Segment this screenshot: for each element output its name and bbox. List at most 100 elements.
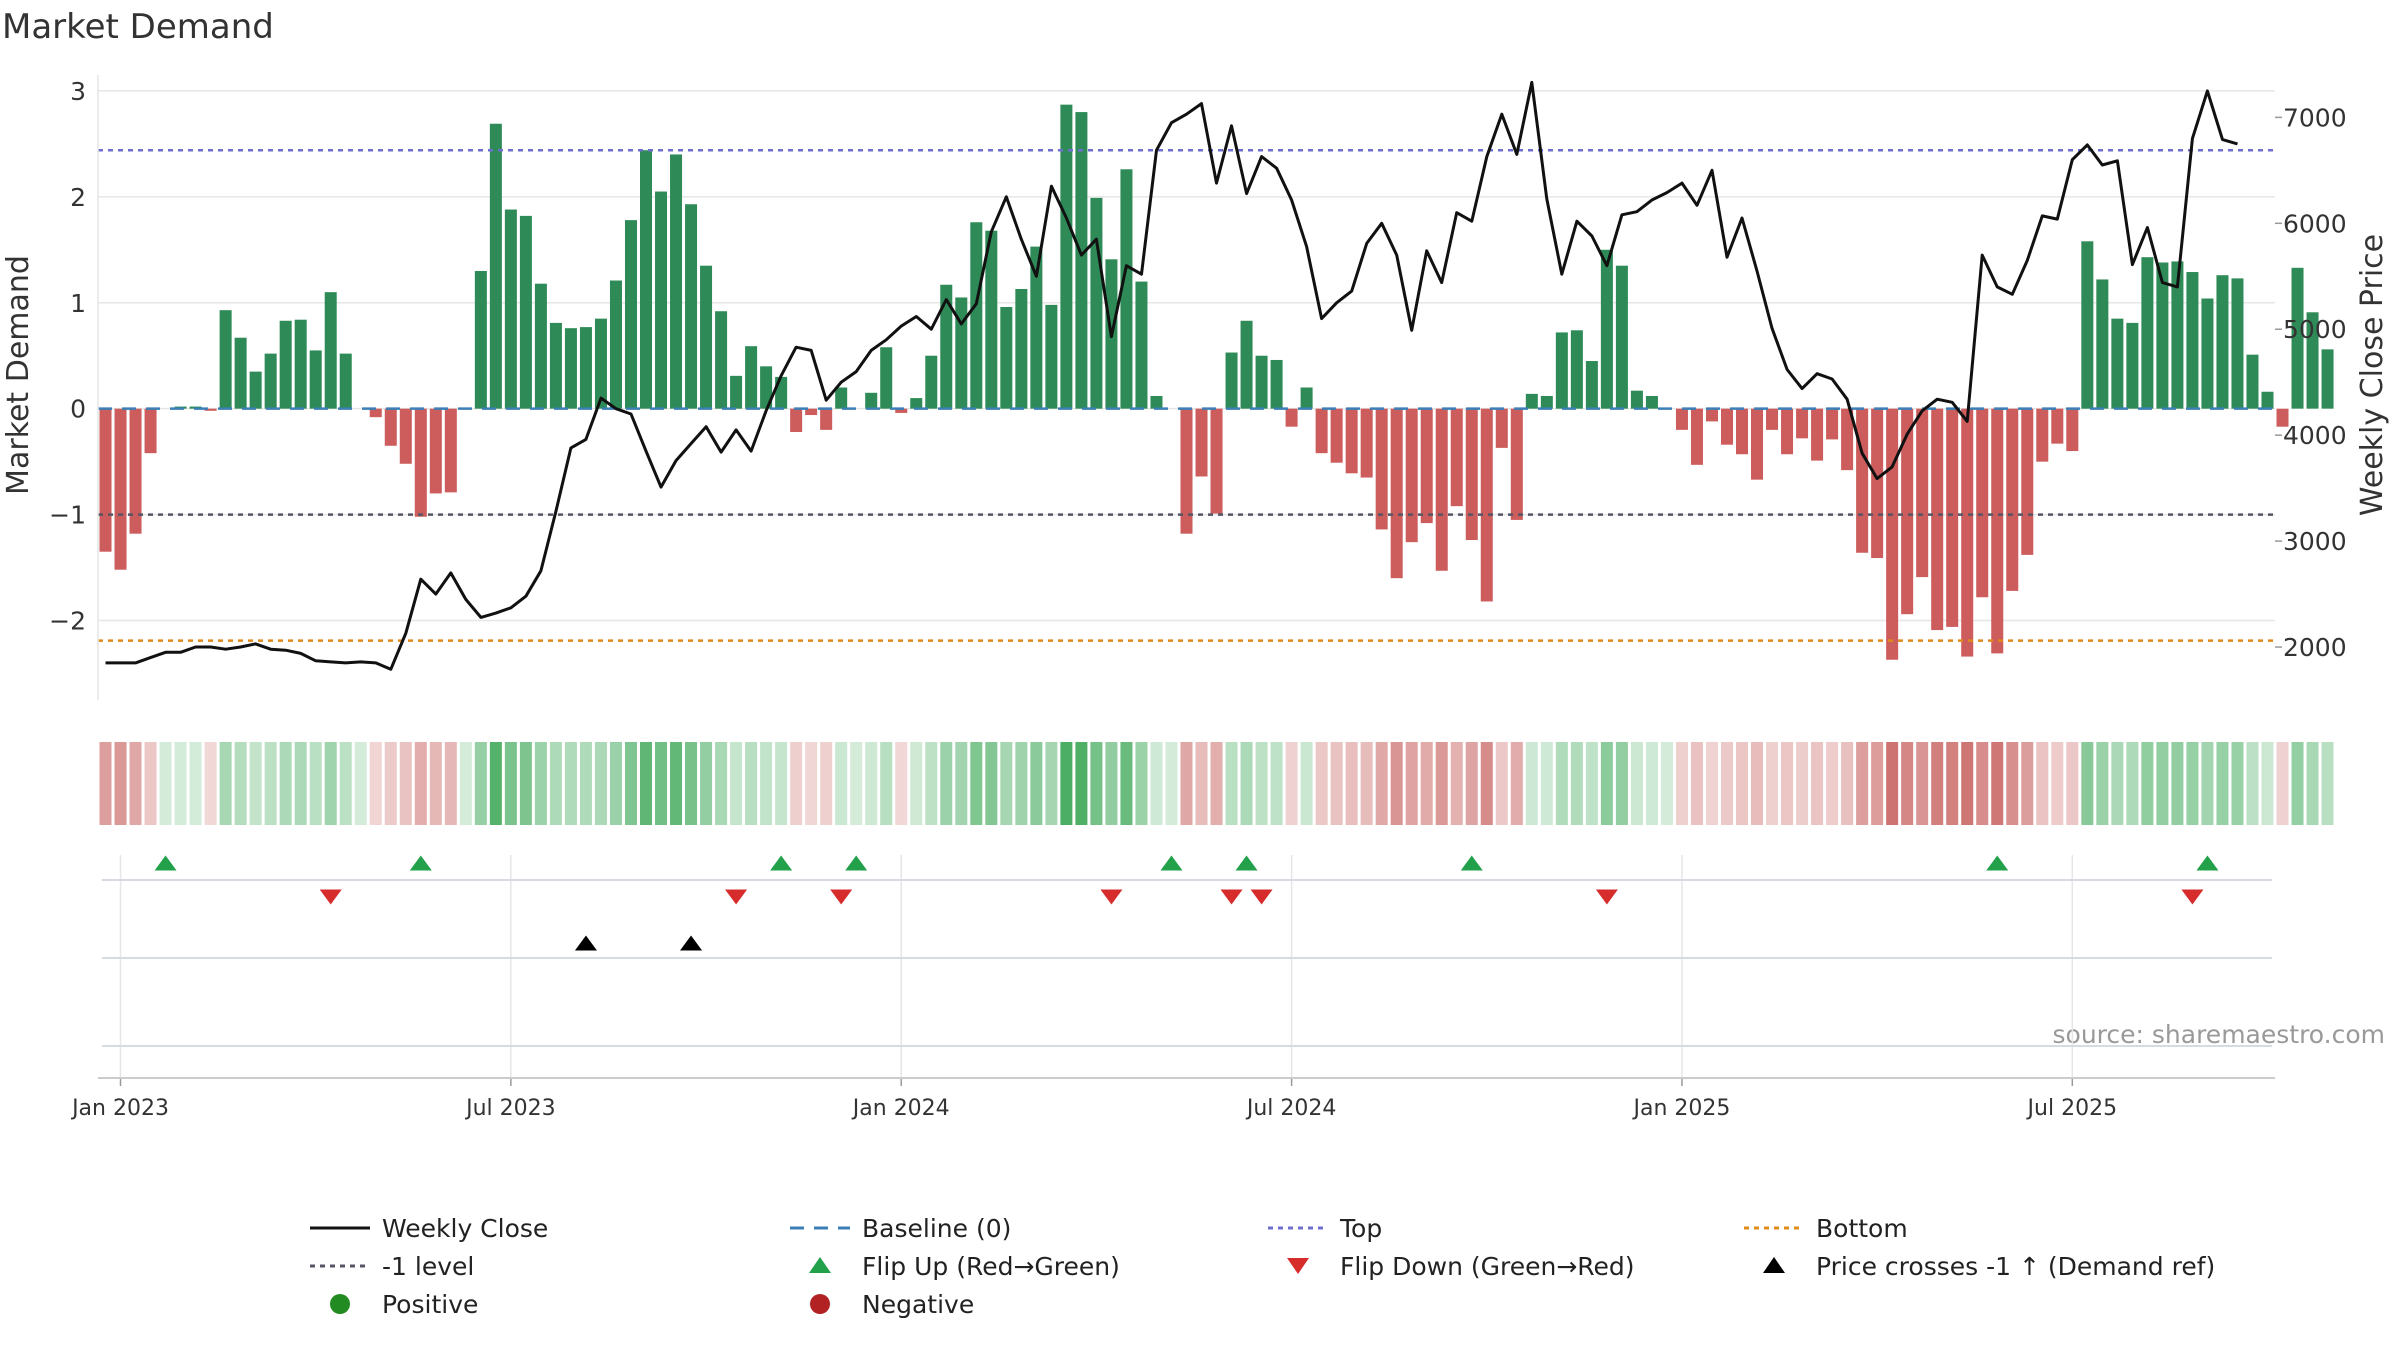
heat-cell bbox=[2006, 742, 2019, 825]
heat-cell bbox=[144, 742, 157, 825]
heat-cell bbox=[324, 742, 337, 825]
heat-cell bbox=[700, 742, 713, 825]
y-tick-label: 0 bbox=[70, 395, 86, 424]
heat-cell bbox=[1826, 742, 1839, 825]
heat-cell bbox=[399, 742, 412, 825]
heat-cell bbox=[820, 742, 833, 825]
heat-cell bbox=[775, 742, 788, 825]
bar-positive bbox=[940, 284, 953, 409]
bar-positive bbox=[1240, 320, 1253, 409]
heat-cell bbox=[1375, 742, 1388, 825]
bar-negative bbox=[399, 408, 412, 464]
bar-positive bbox=[2201, 298, 2214, 409]
bar-positive bbox=[489, 123, 502, 409]
legend-label: Top bbox=[1339, 1214, 1382, 1243]
bar-negative bbox=[1675, 408, 1688, 430]
bar-positive bbox=[685, 204, 698, 409]
heat-cell bbox=[1781, 742, 1794, 825]
heat-cell bbox=[1300, 742, 1313, 825]
heat-cell bbox=[294, 742, 307, 825]
heat-cell bbox=[1540, 742, 1553, 825]
bar-positive bbox=[715, 311, 728, 409]
heat-cell bbox=[715, 742, 728, 825]
heat-cell bbox=[730, 742, 743, 825]
heat-cell bbox=[309, 742, 322, 825]
bar-positive bbox=[1090, 197, 1103, 409]
heat-cell bbox=[1225, 742, 1238, 825]
bar-positive bbox=[670, 154, 683, 409]
heat-cell bbox=[219, 742, 232, 825]
heat-cell bbox=[1705, 742, 1718, 825]
bar-positive bbox=[324, 292, 337, 409]
bar-negative bbox=[1826, 408, 1839, 440]
bar-positive bbox=[880, 347, 893, 409]
y-tick-label: 1 bbox=[70, 289, 86, 318]
legend-item: Top bbox=[1268, 1214, 1382, 1243]
legend-label: Price crosses -1 ↑ (Demand ref) bbox=[1816, 1252, 2215, 1281]
bar-positive bbox=[2216, 275, 2229, 409]
heat-cell bbox=[339, 742, 352, 825]
heat-cell bbox=[1796, 742, 1809, 825]
bar-positive bbox=[775, 376, 788, 409]
bar-negative bbox=[1390, 408, 1403, 579]
legend-item: Flip Up (Red→Green) bbox=[809, 1252, 1120, 1281]
bar-positive bbox=[2321, 349, 2334, 409]
bar-positive bbox=[2171, 261, 2184, 409]
heat-cell bbox=[2186, 742, 2199, 825]
heat-cell bbox=[1420, 742, 1433, 825]
flip-up-marker bbox=[154, 855, 177, 871]
y2-axis-label: Weekly Close Price bbox=[2355, 234, 2390, 516]
heat-cell bbox=[925, 742, 938, 825]
heat-cell bbox=[1871, 742, 1884, 825]
flip-up-marker bbox=[770, 855, 793, 871]
heat-cell bbox=[1555, 742, 1568, 825]
bar-negative bbox=[2006, 408, 2019, 591]
heat-cell bbox=[2321, 742, 2334, 825]
flip-down-marker bbox=[1250, 889, 1273, 905]
heat-cell bbox=[489, 742, 502, 825]
bar-positive bbox=[2246, 354, 2259, 409]
heat-cell bbox=[2021, 742, 2034, 825]
y2-tick-label: 4000 bbox=[2283, 421, 2347, 450]
heat-cell bbox=[1991, 742, 2004, 825]
bar-negative bbox=[1720, 408, 1734, 445]
heat-cell bbox=[1766, 742, 1779, 825]
bar-negative bbox=[1360, 408, 1373, 478]
bar-positive bbox=[1525, 393, 1538, 409]
bar-negative bbox=[2036, 408, 2049, 462]
legend-item: Positive bbox=[330, 1290, 478, 1319]
legend-label: Weekly Close bbox=[382, 1214, 548, 1243]
heat-cell bbox=[2216, 742, 2229, 825]
legend-label: -1 level bbox=[382, 1252, 474, 1281]
bar-positive bbox=[955, 297, 968, 409]
bar-positive bbox=[1570, 330, 1583, 409]
heat-cell bbox=[1240, 742, 1253, 825]
y2-tick-label: 7000 bbox=[2283, 103, 2347, 132]
bar-negative bbox=[1931, 408, 1944, 631]
heat-cell bbox=[1675, 742, 1688, 825]
bar-positive bbox=[1000, 306, 1013, 409]
heat-cell bbox=[159, 742, 172, 825]
flip-up-marker bbox=[1235, 855, 1258, 871]
heat-cell bbox=[369, 742, 382, 825]
y-tick-label: −1 bbox=[49, 501, 86, 530]
heat-cell bbox=[1886, 742, 1899, 825]
bar-negative bbox=[1285, 408, 1298, 427]
heat-cell bbox=[1570, 742, 1583, 825]
heat-cell bbox=[865, 742, 878, 825]
price-cross-marker bbox=[574, 935, 597, 951]
heat-cell bbox=[910, 742, 923, 825]
bar-negative bbox=[1180, 408, 1193, 534]
bar-positive bbox=[1540, 395, 1553, 409]
x-tick-label: Jul 2023 bbox=[464, 1096, 556, 1121]
heat-cell bbox=[895, 742, 908, 825]
bar-negative bbox=[1465, 408, 1478, 541]
y2-tick-label: 6000 bbox=[2283, 209, 2347, 238]
bar-positive bbox=[1255, 355, 1268, 409]
legend-label: Bottom bbox=[1816, 1214, 1908, 1243]
heat-cell bbox=[1360, 742, 1373, 825]
heat-cell bbox=[1480, 742, 1493, 825]
heat-cell bbox=[685, 742, 698, 825]
flip-up-marker bbox=[1160, 855, 1183, 871]
